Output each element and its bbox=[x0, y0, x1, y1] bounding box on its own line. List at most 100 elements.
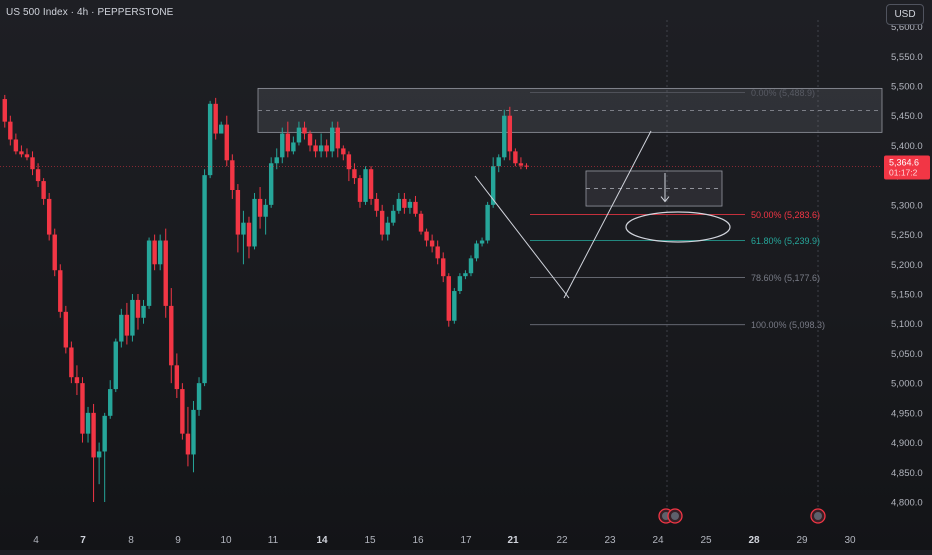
candle bbox=[446, 273, 451, 327]
candle bbox=[224, 115, 229, 167]
price-tick-label: 5,200.0 bbox=[891, 260, 923, 271]
time-tick-label: 7 bbox=[80, 535, 86, 546]
candle-body bbox=[130, 299, 135, 336]
candle bbox=[263, 198, 268, 235]
candle bbox=[135, 294, 141, 330]
candle-body bbox=[307, 133, 313, 146]
candle bbox=[429, 234, 435, 253]
grid bbox=[666, 20, 819, 525]
candle-body bbox=[252, 198, 257, 247]
candle-body bbox=[268, 163, 274, 205]
candle bbox=[302, 121, 307, 140]
candle-body bbox=[141, 305, 146, 318]
candle bbox=[13, 133, 19, 155]
candle-body bbox=[230, 160, 235, 190]
candle bbox=[341, 145, 346, 161]
candle-body bbox=[191, 409, 196, 455]
candle-body bbox=[280, 133, 285, 158]
candle bbox=[102, 412, 107, 502]
candle bbox=[163, 228, 168, 318]
candle-body bbox=[357, 178, 363, 202]
candle bbox=[19, 145, 24, 158]
candle-body bbox=[330, 127, 335, 152]
candle-body bbox=[41, 181, 46, 199]
candle bbox=[452, 288, 457, 324]
candle-body bbox=[463, 273, 468, 277]
last-price-countdown: 01:17:2 bbox=[889, 167, 918, 177]
candle-body bbox=[52, 234, 57, 271]
candle-body bbox=[46, 198, 52, 235]
price-tick-label: 5,550.0 bbox=[891, 52, 923, 63]
candle-body bbox=[291, 142, 296, 152]
candle bbox=[296, 121, 302, 146]
candle-body bbox=[257, 198, 263, 217]
candle bbox=[230, 154, 235, 199]
candle-body bbox=[335, 127, 340, 149]
candle-body bbox=[446, 276, 451, 321]
candle bbox=[74, 365, 80, 396]
candle bbox=[285, 121, 291, 158]
candle bbox=[485, 201, 490, 244]
fib-level-label: 61.80% (5,239.9) bbox=[751, 236, 820, 246]
candle-body bbox=[69, 347, 74, 378]
event-marker-dot bbox=[814, 512, 822, 520]
candle bbox=[363, 166, 368, 205]
price-tick-label: 5,500.0 bbox=[891, 82, 923, 93]
candle-body bbox=[379, 210, 385, 235]
candle bbox=[96, 442, 102, 485]
candle bbox=[518, 157, 524, 170]
candle bbox=[402, 192, 407, 214]
time-tick-label: 15 bbox=[364, 535, 376, 546]
candle-body bbox=[313, 145, 318, 152]
candle bbox=[407, 198, 413, 214]
time-tick-label: 9 bbox=[175, 535, 181, 546]
candle bbox=[479, 237, 485, 247]
trendline-down bbox=[474, 175, 570, 299]
down-arrow-head bbox=[660, 196, 670, 203]
candle-body bbox=[113, 341, 118, 390]
time-tick-label: 24 bbox=[652, 535, 664, 546]
candle bbox=[291, 136, 296, 155]
price-tick-label: 5,000.0 bbox=[891, 379, 923, 390]
candle bbox=[385, 216, 390, 241]
fib-level-label: 50.00% (5,283.6) bbox=[751, 210, 820, 220]
candle-body bbox=[452, 291, 457, 321]
last-price-badge-bg bbox=[884, 155, 930, 180]
price-tick-label: 4,900.0 bbox=[891, 438, 923, 449]
candle bbox=[435, 240, 440, 265]
price-tick-label: 4,800.0 bbox=[891, 498, 923, 509]
candle-body bbox=[490, 166, 496, 205]
time-tick-label: 29 bbox=[796, 535, 808, 546]
price-tick-label: 5,450.0 bbox=[891, 111, 923, 122]
price-tick-label: 5,300.0 bbox=[891, 200, 923, 211]
candle-body bbox=[8, 121, 13, 140]
time-tick-label: 11 bbox=[268, 535, 279, 546]
candle bbox=[441, 252, 446, 283]
candle-body bbox=[96, 451, 102, 458]
candle bbox=[8, 115, 13, 146]
candle-body bbox=[518, 163, 524, 166]
candle-body bbox=[91, 412, 96, 458]
candle-body bbox=[224, 124, 229, 161]
candle bbox=[502, 109, 507, 161]
candle bbox=[219, 121, 224, 134]
drawings bbox=[474, 130, 731, 299]
candle-body bbox=[341, 148, 346, 155]
candle bbox=[318, 133, 324, 158]
candle bbox=[524, 163, 529, 170]
event-marker bbox=[810, 508, 826, 524]
candle bbox=[191, 400, 196, 473]
currency-button[interactable]: USD bbox=[886, 4, 924, 25]
candle bbox=[274, 148, 279, 170]
candle-body bbox=[108, 389, 113, 416]
event-marker-dot bbox=[671, 512, 679, 520]
candle bbox=[202, 169, 207, 387]
candle bbox=[357, 175, 363, 208]
candle-body bbox=[102, 415, 107, 452]
candle bbox=[152, 234, 157, 271]
candle bbox=[169, 288, 174, 384]
candle bbox=[157, 234, 163, 271]
price-tick-label: 5,100.0 bbox=[891, 319, 923, 330]
